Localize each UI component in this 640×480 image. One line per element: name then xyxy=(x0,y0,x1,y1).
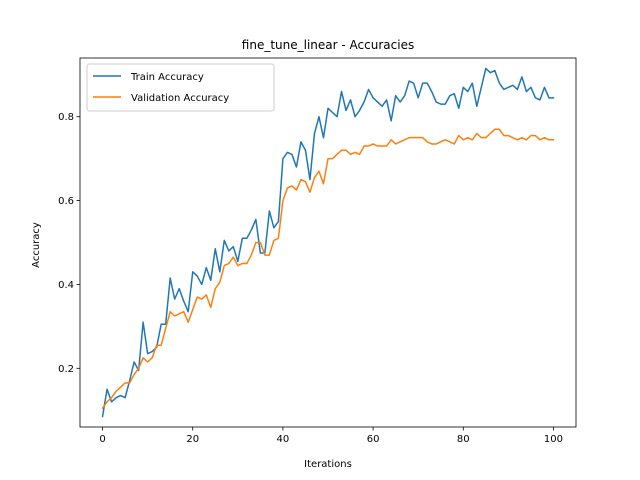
legend: Train Accuracy Validation Accuracy xyxy=(86,63,275,112)
series-line-train-accuracy xyxy=(101,67,555,418)
x-tick-label: 40 xyxy=(277,434,290,445)
x-tick-label: 20 xyxy=(186,434,199,445)
legend-label-validation-accuracy: Validation Accuracy xyxy=(131,93,229,104)
y-tick-label: 0.8 xyxy=(58,112,74,123)
chart-title: fine_tune_linear - Accuracies xyxy=(242,38,414,52)
x-tick-label: 60 xyxy=(367,434,380,445)
y-tick-label: 0.4 xyxy=(58,280,74,291)
x-axis-label: Iterations xyxy=(304,459,352,470)
legend-box xyxy=(86,63,275,112)
x-tick-label: 100 xyxy=(544,434,563,445)
y-tick-label: 0.6 xyxy=(58,196,74,207)
y-axis-label: Accuracy xyxy=(31,222,42,268)
x-tick-label: 0 xyxy=(99,434,105,445)
plot-area: 0 20 40 60 80 100 0.2 0.4 0.6 0.8 Train Accuracy Va… xyxy=(58,57,577,445)
x-tick-label: 80 xyxy=(457,434,470,445)
legend-label-train-accuracy: Train Accuracy xyxy=(130,72,204,83)
y-tick-label: 0.2 xyxy=(58,364,74,375)
series-line-validation-accuracy xyxy=(101,128,555,410)
axes-frame xyxy=(79,57,577,428)
